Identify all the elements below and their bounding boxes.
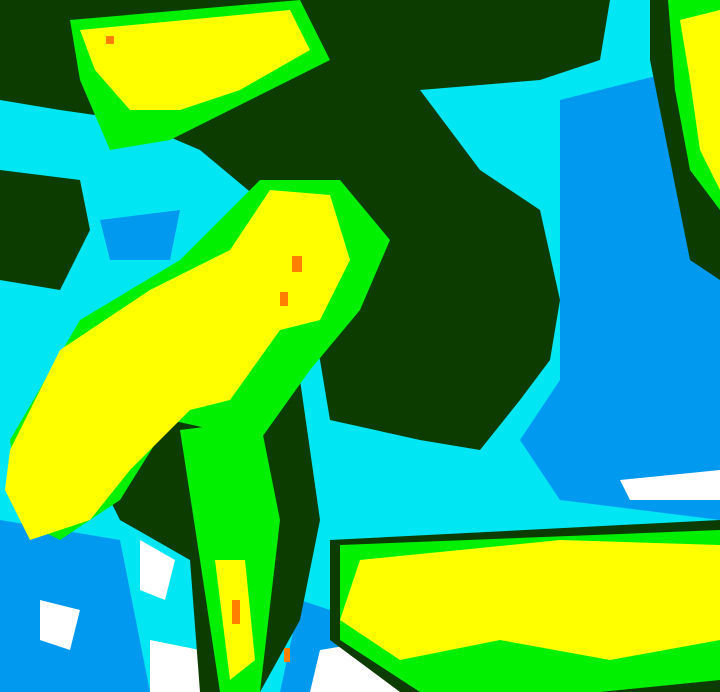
yellow-regions xyxy=(5,10,720,680)
white-regions xyxy=(40,0,720,692)
orange-regions xyxy=(106,36,302,662)
